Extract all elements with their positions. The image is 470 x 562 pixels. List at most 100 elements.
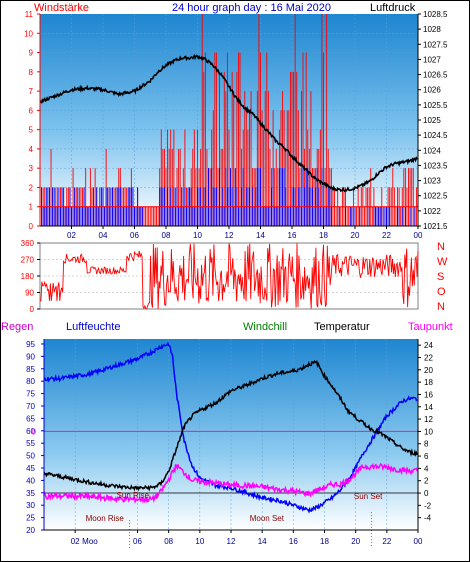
right-tick-label: 16 [424, 390, 433, 399]
right-tick-label: 6 [424, 452, 429, 461]
temperature-line [43, 359, 418, 492]
chart-title: 24 hour graph day : 16 Mai 2020 [172, 2, 331, 14]
left-tick-label: 20 [26, 526, 35, 535]
right-tick-label: -4 [424, 514, 432, 523]
x-tick-label: 16 [288, 231, 297, 240]
right-tick-label: 1023.5 [423, 161, 448, 170]
left-tick-label: 270 [21, 256, 35, 265]
right-tick-label: 1025.5 [423, 101, 448, 110]
compass-label: S [437, 271, 444, 283]
left-tick-label: 30 [26, 501, 35, 510]
x-tick-label: 20 [351, 231, 360, 240]
x-tick-label: 04 [99, 231, 108, 240]
x-tick-label: 00 [414, 231, 423, 240]
right-tick-label: 14 [424, 403, 433, 412]
dewpoint-line [43, 462, 418, 505]
left-tick-label: 25 [26, 514, 35, 523]
right-tick-label: 4 [424, 464, 429, 473]
x-tick-label: 02 [67, 231, 76, 240]
left-tick-label: 9 [29, 49, 34, 58]
pressure-line [39, 53, 418, 193]
right-tick-label: 1026.5 [423, 71, 448, 80]
right-tick-label: 12 [424, 415, 433, 424]
right-tick-label: 20 [424, 366, 433, 375]
moon-abbrev-label: Moo [82, 537, 98, 546]
left-tick-label: 40 [26, 476, 35, 485]
left-tick-label: 85 [26, 365, 35, 374]
left-tick-label: 55 [26, 439, 35, 448]
right-tick-label: 1027 [423, 55, 441, 64]
left-tick-label: 8 [29, 68, 34, 77]
right-tick-label: 1024 [423, 146, 441, 155]
sun-set-annotation: Sun Set [354, 492, 383, 501]
moon-rise-annotation: Moon Rise [86, 514, 125, 523]
wind-direction-line [40, 243, 419, 310]
x-tick-label: 08 [162, 231, 171, 240]
left-tick-label: 360 [21, 239, 35, 248]
temperatur-label: Temperatur [314, 321, 370, 333]
x-tick-label: 14 [256, 231, 265, 240]
sun-rise-annotation: Sun Rise [117, 491, 150, 500]
right-tick-label: 1026 [423, 86, 441, 95]
left-tick-label: 50 [26, 452, 35, 461]
right-tick-label: 24 [424, 341, 433, 350]
wind-bars [39, 14, 418, 226]
pressure-series [39, 53, 418, 193]
right-tick-label: 18 [424, 378, 433, 387]
x-tick-label: 16 [289, 537, 298, 546]
x-tick-label: 06 [130, 231, 139, 240]
left-tick-label: 3 [29, 164, 34, 173]
left-tick-label: 80 [26, 377, 35, 386]
left-tick-label: 0 [30, 305, 35, 314]
luftfeuchte-label: Luftfeuchte [66, 321, 120, 333]
wind-pressure-axes: 012345678910111021.510221022.510231023.5… [24, 10, 448, 240]
left-tick-label: 0 [29, 222, 34, 231]
left-tick-label: 6 [29, 106, 34, 115]
left-tick-label: 90 [25, 289, 34, 298]
left-tick-label: 7 [29, 87, 34, 96]
humidity-temperature-panel: Regen Luftfeuchte Windchill Temperatur T… [1, 321, 453, 548]
left-tick-label: 60 [26, 427, 35, 436]
x-tick-label: 08 [164, 537, 173, 546]
x-tick-label: 14 [258, 537, 267, 546]
left-tick-label: 45 [26, 464, 35, 473]
windstaerke-label: Windstärke [34, 2, 89, 14]
left-tick-label: 90 [26, 352, 35, 361]
left-tick-label: 75 [26, 390, 35, 399]
wind-pressure-panel: Windstärke 24 hour graph day : 16 Mai 20… [24, 2, 448, 240]
right-tick-label: 1022.5 [423, 192, 448, 201]
moon-set-annotation: Moon Set [250, 514, 285, 523]
right-tick-label: 1024.5 [423, 131, 448, 140]
left-tick-label: 5 [29, 126, 34, 135]
left-tick-label: 10 [24, 29, 33, 38]
right-tick-label: 8 [424, 440, 429, 449]
right-tick-label: 10 [424, 427, 433, 436]
wind-direction-series [40, 243, 419, 310]
luftdruck-label: Luftdruck [370, 2, 416, 14]
left-tick-label: 70 [26, 402, 35, 411]
x-tick-label: 18 [319, 231, 328, 240]
humidity-temperature-series [43, 341, 418, 514]
compass-label: N [437, 241, 445, 253]
right-tick-label: 1023 [423, 177, 441, 186]
right-tick-label: 2 [424, 477, 429, 486]
left-tick-label: 4 [29, 145, 34, 154]
x-tick-label: 22 [382, 231, 391, 240]
x-tick-label: 00 [414, 537, 423, 546]
left-tick-label: 65 [26, 414, 35, 423]
right-tick-label: 1022 [423, 207, 441, 216]
x-tick-label: 20 [351, 537, 360, 546]
right-tick-label: -2 [424, 501, 432, 510]
left-tick-label: 180 [21, 272, 35, 281]
x-tick-label: 10 [193, 231, 202, 240]
windchill-label: Windchill [243, 321, 287, 333]
compass-label: N [437, 301, 445, 313]
right-tick-label: 1028.5 [423, 10, 448, 19]
x-tick-label: 06 [133, 537, 142, 546]
right-tick-label: 1025 [423, 116, 441, 125]
right-tick-label: 22 [424, 353, 433, 362]
x-tick-label: 12 [225, 231, 234, 240]
